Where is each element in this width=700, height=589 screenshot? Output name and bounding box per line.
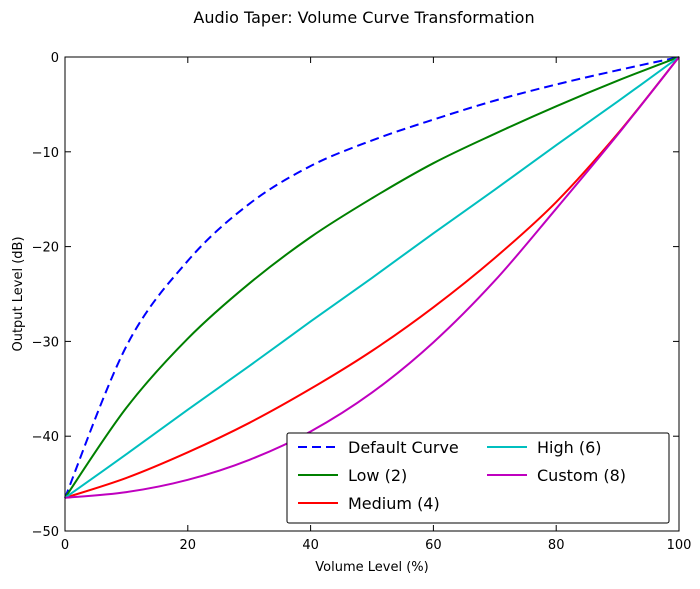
x-tick-label: 0 bbox=[61, 538, 69, 553]
legend-label: Default Curve bbox=[348, 438, 459, 457]
y-axis-label: Output Level (dB) bbox=[11, 236, 26, 351]
y-tick-label: −50 bbox=[32, 525, 59, 540]
x-tick-label: 40 bbox=[302, 538, 319, 553]
legend-label: Medium (4) bbox=[348, 494, 440, 513]
y-tick-label: −40 bbox=[32, 430, 59, 445]
y-tick-label: 0 bbox=[51, 51, 59, 66]
x-axis-label: Volume Level (%) bbox=[315, 560, 428, 575]
y-tick-label: −20 bbox=[32, 241, 59, 256]
legend-box bbox=[286, 432, 670, 524]
legend-label: Custom (8) bbox=[537, 466, 626, 485]
legend-label: Low (2) bbox=[348, 466, 407, 485]
y-tick-label: −30 bbox=[32, 335, 59, 350]
series-line-default-curve bbox=[64, 56, 680, 499]
series-line-high-6 bbox=[64, 56, 680, 499]
legend: Default Curve Low (2) Medium (4) High (6) Cu… bbox=[286, 432, 670, 524]
chart-title: Audio Taper: Volume Curve Transformation bbox=[193, 8, 534, 27]
series-line-custom-8 bbox=[64, 56, 680, 499]
x-tick-label: 100 bbox=[667, 538, 692, 553]
x-tick-label: 80 bbox=[548, 538, 565, 553]
legend-label: High (6) bbox=[537, 438, 602, 457]
series-layer bbox=[64, 56, 680, 499]
x-tick-label: 60 bbox=[425, 538, 442, 553]
series-line-low-2 bbox=[64, 56, 680, 499]
tick-layer: 0 20 40 60 80 100 0 −10 −20 −30 −40 −50 bbox=[32, 51, 692, 553]
x-tick-label: 20 bbox=[180, 538, 197, 553]
y-tick-label: −10 bbox=[32, 146, 59, 161]
legend-items: Default Curve Low (2) Medium (4) High (6) Cu… bbox=[298, 438, 626, 513]
plot-frame bbox=[64, 56, 680, 532]
series-line-medium-4 bbox=[64, 56, 680, 499]
